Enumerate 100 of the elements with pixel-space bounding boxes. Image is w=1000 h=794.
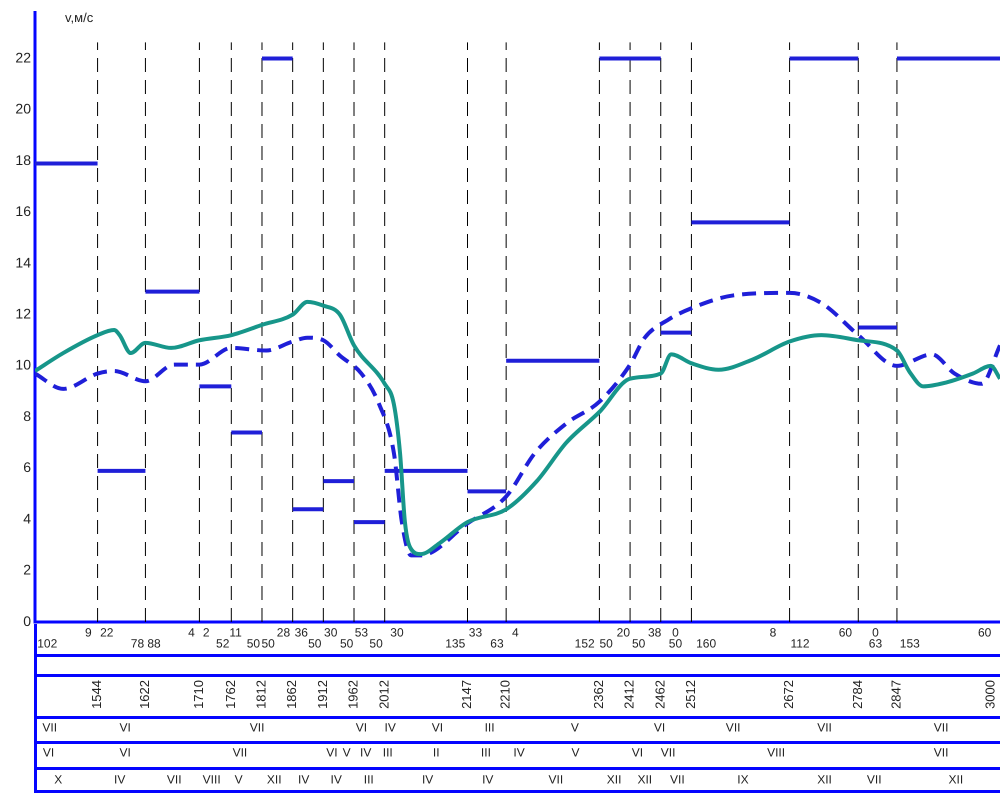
y-tick-label: 10 <box>15 356 32 373</box>
text: VIII <box>767 745 786 760</box>
y-tick-label: 14 <box>15 254 32 270</box>
x-tick-label: 1544 <box>89 680 104 709</box>
text: 78 <box>130 636 144 650</box>
text: XII <box>637 772 652 786</box>
text: 50 <box>369 636 384 650</box>
text: 135 <box>445 636 466 650</box>
x-tick-label: 2672 <box>781 680 796 709</box>
x-tick-label: 2412 <box>622 680 637 709</box>
text: III <box>364 772 374 786</box>
text: 53 <box>354 625 368 640</box>
text: 60 <box>978 625 992 640</box>
text: II <box>432 745 440 760</box>
x-tick-label: 2012 <box>376 680 392 709</box>
text: VI <box>120 720 131 734</box>
x-tick-label: 2847 <box>888 680 904 709</box>
text: IV <box>360 745 372 760</box>
text: VI <box>120 745 131 760</box>
text: 30 <box>390 625 404 640</box>
text: III <box>484 720 495 734</box>
y-tick-label: 6 <box>23 459 32 476</box>
text: VI <box>42 745 54 760</box>
text: VI <box>326 745 338 760</box>
text: V <box>342 745 351 760</box>
text: VII <box>660 745 676 760</box>
text: 11 <box>229 625 242 640</box>
text: IV <box>298 772 310 786</box>
x-tick-label: 1912 <box>314 680 330 709</box>
text: IV <box>422 772 434 786</box>
text: 60 <box>838 625 852 640</box>
text: 30 <box>324 625 338 640</box>
x-tick-label: 2462 <box>652 680 668 709</box>
text: VII <box>250 720 264 734</box>
text: III <box>382 745 393 760</box>
x-tick-label: 3000 <box>982 680 998 709</box>
text: 52 <box>216 636 230 650</box>
text: 50 <box>340 636 354 650</box>
text: VII <box>548 772 564 786</box>
text: XII <box>817 772 832 786</box>
text: IX <box>737 772 749 786</box>
text: VI <box>356 720 368 734</box>
text: XII <box>266 772 282 786</box>
x-tick-label: 2512 <box>683 680 698 709</box>
text: 20 <box>616 625 630 640</box>
text: IV <box>330 772 342 786</box>
text: 50 <box>261 636 276 650</box>
text: V <box>571 745 580 760</box>
x-tick-label: 2784 <box>850 680 865 709</box>
y-tick-label: 22 <box>15 49 32 66</box>
text: IV <box>482 772 494 786</box>
text: 22 <box>100 625 114 640</box>
text: VI <box>432 720 444 734</box>
x-tick-label: 1710 <box>190 680 206 709</box>
text: VII <box>934 745 948 760</box>
y-tick-label: 20 <box>15 100 32 117</box>
x-tick-label: 1622 <box>137 680 152 709</box>
text: IV <box>384 720 396 734</box>
x-tick-label: 1812 <box>254 680 269 709</box>
text: VI <box>632 745 644 760</box>
text: IV <box>114 772 126 786</box>
y-axis-title: v,м/с <box>65 10 94 25</box>
text: VII <box>866 772 882 786</box>
text: 152 <box>574 636 596 650</box>
text: VII <box>934 720 948 734</box>
text: 88 <box>147 636 162 650</box>
text: 50 <box>308 636 322 650</box>
y-tick-label: 0 <box>23 612 32 629</box>
y-tick-label: 2 <box>23 562 32 578</box>
x-tick-label: 2210 <box>498 680 513 709</box>
x-tick-label: 1862 <box>284 680 300 709</box>
text: 36 <box>294 625 308 640</box>
text: III <box>480 745 491 760</box>
x-tick-label: 2362 <box>590 680 606 709</box>
text: VIII <box>202 772 221 786</box>
text: VII <box>42 720 58 734</box>
y-tick-label: 8 <box>23 408 32 424</box>
text: 50 <box>246 636 260 650</box>
text: VI <box>654 720 666 734</box>
text: VII <box>726 720 740 734</box>
x-tick-label: 1762 <box>222 680 238 709</box>
y-tick-label: 16 <box>15 203 32 220</box>
text: 63 <box>490 636 504 650</box>
text: 50 <box>632 636 646 650</box>
text: XII <box>606 772 622 786</box>
text: 4 <box>512 625 520 640</box>
x-tick-label: 1962 <box>346 680 361 709</box>
x-tick-label: 2147 <box>459 680 474 709</box>
y-tick-label: 18 <box>15 152 32 168</box>
y-tick-label: 4 <box>23 510 32 526</box>
text: XII <box>948 772 964 786</box>
text: 33 <box>468 625 482 640</box>
text: 28 <box>276 625 290 640</box>
text: V <box>234 772 243 786</box>
text: VII <box>166 772 182 786</box>
text: 160 <box>696 636 716 650</box>
text: VII <box>232 745 248 760</box>
text: VII <box>670 772 685 786</box>
y-tick-label: 12 <box>15 306 32 322</box>
text: 4 <box>188 625 196 640</box>
